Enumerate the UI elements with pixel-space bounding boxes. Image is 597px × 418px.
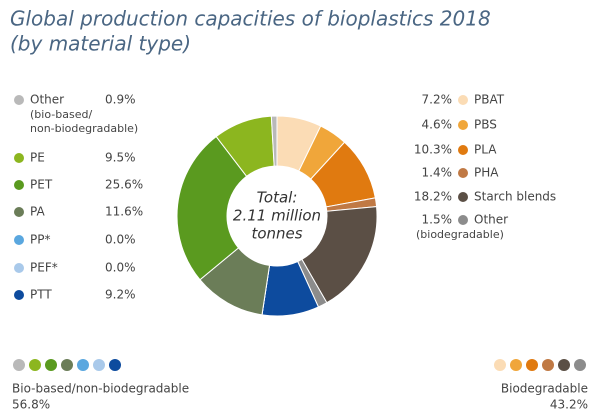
legend-label: PTT	[30, 288, 52, 302]
group-swatch	[45, 359, 57, 371]
group-swatch	[526, 359, 538, 371]
value-label: 0.0%	[105, 261, 136, 275]
legend-note: non-biodegradable)	[30, 122, 138, 135]
legend-label: Other	[474, 213, 508, 227]
legend-label: PLA	[474, 143, 497, 157]
value-label: 9.5%	[105, 151, 136, 165]
group-swatch	[494, 359, 506, 371]
value-label: 25.6%	[105, 178, 143, 192]
legend-label: Starch blends	[474, 190, 556, 204]
legend-swatch	[14, 290, 24, 300]
center-label: tonnes	[251, 225, 302, 243]
legend-swatch	[458, 215, 468, 225]
group-swatch	[510, 359, 522, 371]
group-name: Bio-based/non-biodegradable	[12, 382, 189, 396]
chart-title: Global production capacities of bioplast…	[10, 7, 491, 31]
chart-title: (by material type)	[10, 32, 191, 56]
donut-slice	[176, 135, 248, 281]
value-label: 18.2%	[414, 190, 452, 204]
legend-swatch	[14, 235, 24, 245]
legend-swatch	[458, 168, 468, 178]
value-label: 1.5%	[422, 213, 453, 227]
group-swatch	[542, 359, 554, 371]
value-label: 0.0%	[105, 233, 136, 247]
legend-swatch	[14, 95, 24, 105]
group-swatch	[77, 359, 89, 371]
legend-label: PE	[30, 151, 45, 165]
group-swatch	[574, 359, 586, 371]
group-swatch	[558, 359, 570, 371]
value-label: 4.6%	[422, 118, 453, 132]
legend-label: PP*	[30, 233, 50, 247]
legend-swatch	[458, 95, 468, 105]
center-label: Total:	[257, 189, 298, 207]
value-label: 11.6%	[105, 205, 143, 219]
group-total: 43.2%	[550, 398, 588, 412]
center-label: 2.11 million	[233, 207, 321, 225]
legend-label: PBS	[474, 118, 497, 132]
legend-swatch	[458, 145, 468, 155]
legend-label: PHA	[474, 166, 499, 180]
value-label: 1.4%	[422, 166, 453, 180]
value-label: 0.9%	[105, 93, 136, 107]
donut-slice	[270, 115, 278, 167]
group-swatch	[13, 359, 25, 371]
legend-label: PBAT	[474, 93, 505, 107]
group-swatch	[29, 359, 41, 371]
legend-label: PET	[30, 178, 53, 192]
value-label: 7.2%	[422, 93, 453, 107]
group-swatch	[61, 359, 73, 371]
value-label: 9.2%	[105, 288, 136, 302]
legend-note: (bio-based/	[30, 108, 92, 121]
legend-swatch	[14, 263, 24, 273]
legend-note: (biodegradable)	[416, 228, 504, 241]
legend-label: Other	[30, 93, 64, 107]
legend-swatch	[458, 120, 468, 130]
legend-swatch	[14, 180, 24, 190]
legend-label: PA	[30, 205, 45, 219]
legend-swatch	[458, 192, 468, 202]
group-swatch	[109, 359, 121, 371]
legend-label: PEF*	[30, 261, 58, 275]
group-name: Biodegradable	[501, 382, 588, 396]
legend-swatch	[14, 207, 24, 217]
group-total: 56.8%	[12, 398, 50, 412]
legend-swatch	[14, 153, 24, 163]
value-label: 10.3%	[414, 143, 452, 157]
group-swatch	[93, 359, 105, 371]
